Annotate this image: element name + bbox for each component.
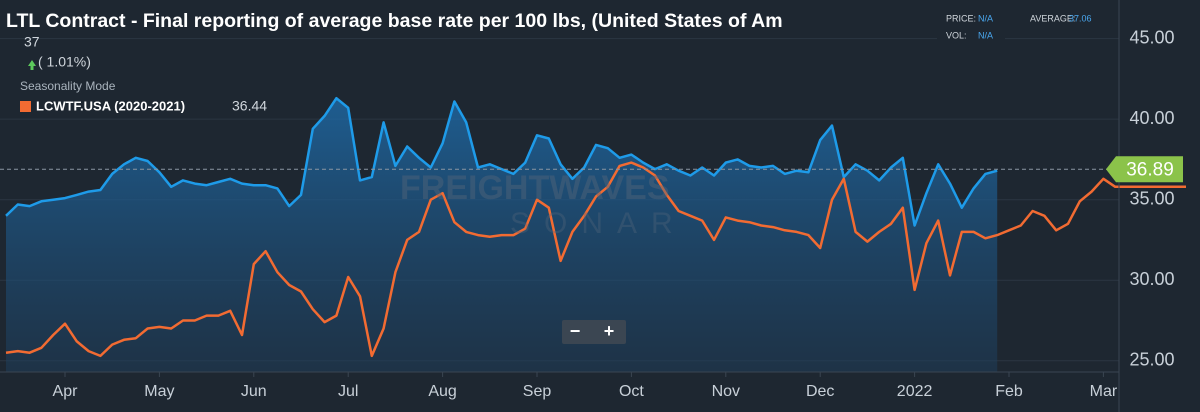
legend-swatch — [20, 101, 31, 112]
line — [5, 161, 1186, 358]
y-tick-label: 45.00 — [1129, 27, 1174, 47]
zoom-out[interactable]: − — [570, 321, 581, 341]
x-axis: Apr May Jun Jul Aug Sep Oct Nov Dec 2022 Feb Mar — [53, 372, 1118, 400]
info-box — [937, 5, 1005, 45]
change: ( 1.01%) — [38, 54, 91, 70]
info-label: PRICE: — [946, 13, 976, 23]
info-label: VOL: — [946, 30, 967, 40]
y-tick-label: 35.00 — [1129, 188, 1174, 208]
watermark: SONAR — [510, 207, 687, 240]
x-tick-label: Feb — [995, 383, 1023, 400]
legend-value: 36.44 — [232, 98, 267, 114]
last-value-marker — [1106, 156, 1183, 183]
up-arrow — [28, 60, 36, 70]
line — [5, 96, 998, 227]
last-value-label: 36.89 — [1126, 159, 1174, 180]
x-tick-label: May — [144, 383, 174, 400]
current-value: 37 — [24, 34, 40, 50]
info-value: N/A — [978, 30, 993, 40]
y-tick-label: 30.00 — [1129, 269, 1174, 289]
mode-label: Seasonality Mode — [20, 79, 116, 93]
watermark: FREIGHTWAVES — [400, 169, 670, 207]
chart-title: LTL Contract - Final reporting of averag… — [6, 10, 783, 32]
y-tick-label: 25.00 — [1129, 349, 1174, 369]
x-tick-label: Jun — [241, 383, 267, 400]
x-tick-label: 2022 — [897, 383, 933, 400]
x-tick-label: Aug — [428, 383, 456, 400]
info-value: N/A — [978, 13, 993, 23]
y-tick-label: 40.00 — [1129, 108, 1174, 128]
info-value: 37.06 — [1069, 13, 1092, 23]
x-tick-label: Jul — [338, 383, 358, 400]
zoom-control — [562, 320, 626, 344]
x-tick-label: Sep — [523, 383, 552, 400]
x-tick-label: Apr — [53, 383, 79, 400]
x-tick-label: Mar — [1090, 383, 1118, 400]
zoom-in[interactable]: + — [604, 321, 615, 341]
x-tick-label: Oct — [619, 383, 644, 400]
x-tick-label: Dec — [806, 383, 834, 400]
legend-label: LCWTF.USA (2020-2021) — [36, 98, 185, 113]
x-tick-label: Nov — [712, 383, 740, 400]
plot-area — [0, 38, 1186, 372]
info-label: AVERAGE: — [1030, 13, 1075, 23]
